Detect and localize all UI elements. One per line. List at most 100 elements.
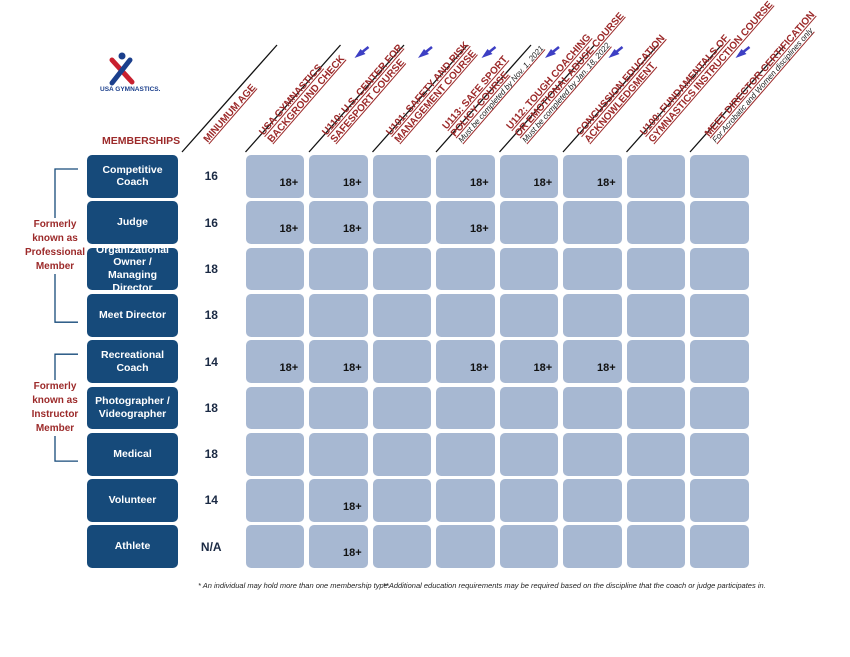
requirement-cell	[245, 155, 304, 198]
logo-mark	[109, 52, 135, 86]
row-label: Competitive Coach	[87, 155, 178, 198]
requirement-cell	[372, 479, 431, 522]
age-note: 18+	[279, 177, 299, 189]
requirement-cell	[563, 340, 622, 383]
row-label: Judge	[87, 201, 178, 245]
requirement-cell	[245, 340, 304, 383]
requirement-cell	[499, 340, 558, 383]
requirement-cell	[690, 340, 749, 383]
requirement-cell	[436, 201, 495, 245]
header-divider	[562, 44, 659, 153]
age-note: 18+	[470, 177, 489, 189]
arrow-head	[608, 49, 620, 58]
age-cell: N/A	[200, 539, 222, 554]
age-note: 18+	[533, 177, 553, 189]
row-label: Medical	[87, 432, 178, 476]
requirement-cell	[626, 386, 685, 430]
requirement-cell	[245, 479, 304, 522]
arrow-head	[354, 49, 366, 58]
requirement-cell	[499, 525, 558, 569]
requirement-cell	[499, 386, 558, 430]
requirement-cell	[436, 432, 495, 476]
header-divider	[181, 44, 278, 153]
requirement-cell	[245, 201, 304, 245]
age-note: 18+	[343, 362, 362, 375]
arrow-head	[735, 49, 747, 58]
requirement-cell	[372, 155, 431, 198]
requirement-cell	[436, 340, 495, 383]
requirement-cell	[245, 247, 304, 291]
requirement-cell	[309, 293, 368, 337]
requirement-cell	[690, 201, 749, 245]
requirement-cell	[690, 155, 749, 198]
group-label: Formerly known as Instructor Member	[24, 379, 86, 436]
requirement-cell	[372, 340, 431, 383]
requirement-cell	[309, 340, 368, 383]
logo-text: USA GYMNASTICS.	[100, 86, 161, 93]
group-label: Formerly known as Professional Member	[24, 217, 86, 274]
requirement-cell	[245, 386, 304, 430]
requirement-cell	[499, 432, 558, 476]
requirement-cell	[626, 293, 685, 337]
age-note: 18+	[279, 223, 299, 236]
row-label: Recreational Coach	[87, 340, 178, 383]
requirement-cell	[436, 155, 495, 198]
requirement-cell	[309, 201, 368, 245]
age-note: 18+	[470, 223, 489, 236]
requirement-cell	[499, 293, 558, 337]
requirement-cell	[690, 479, 749, 522]
age-cell: 16	[204, 169, 218, 184]
footnote: **Additional education requirements may …	[383, 581, 766, 590]
requirement-cell	[245, 432, 304, 476]
header-divider	[435, 44, 532, 153]
requirement-cell	[372, 293, 431, 337]
requirement-cell	[309, 247, 368, 291]
age-cell: 18	[204, 261, 218, 276]
requirement-cell	[690, 525, 749, 569]
requirement-cell	[436, 293, 495, 337]
age-note: 18+	[343, 177, 362, 189]
header-divider	[626, 44, 722, 153]
requirement-cell	[626, 247, 685, 291]
arrow-head	[418, 49, 429, 58]
age-note: 18+	[470, 362, 489, 375]
requirement-cell	[563, 293, 622, 337]
requirement-cell	[563, 155, 622, 198]
requirement-cell	[372, 525, 431, 569]
age-cell: 14	[204, 493, 218, 508]
header-divider	[245, 44, 341, 153]
requirement-cell	[499, 155, 558, 198]
requirement-cell	[563, 386, 622, 430]
requirement-cell	[372, 432, 431, 476]
age-note: 18+	[279, 362, 299, 375]
row-label: Meet Director	[87, 293, 178, 337]
requirement-cell	[690, 293, 749, 337]
requirement-cell	[309, 155, 368, 198]
requirement-cell	[309, 432, 368, 476]
requirement-cell	[563, 247, 622, 291]
requirement-cell	[309, 525, 368, 569]
requirement-cell	[245, 525, 304, 569]
age-note: 18+	[533, 362, 553, 375]
requirement-cell	[626, 155, 685, 198]
age-cell: 18	[204, 308, 218, 323]
requirement-cell	[626, 525, 685, 569]
requirement-cell	[690, 386, 749, 430]
requirement-cell	[309, 479, 368, 522]
requirement-cell	[626, 340, 685, 383]
requirement-cell	[372, 201, 431, 245]
row-label: Athlete	[87, 525, 178, 569]
requirement-cell	[563, 201, 622, 245]
row-label: Photographer / Videographer	[87, 386, 178, 430]
requirement-cell	[372, 386, 431, 430]
age-note: 18+	[343, 223, 362, 236]
age-cell: 18	[204, 447, 218, 462]
row-label: Organizational Owner / Managing Director	[87, 244, 178, 294]
requirement-cell	[563, 432, 622, 476]
requirement-cell	[436, 479, 495, 522]
requirement-cell	[626, 479, 685, 522]
age-cell: 14	[204, 354, 218, 369]
age-cell: 18	[204, 400, 218, 415]
arrow-head	[545, 49, 556, 58]
requirement-cell	[626, 201, 685, 245]
